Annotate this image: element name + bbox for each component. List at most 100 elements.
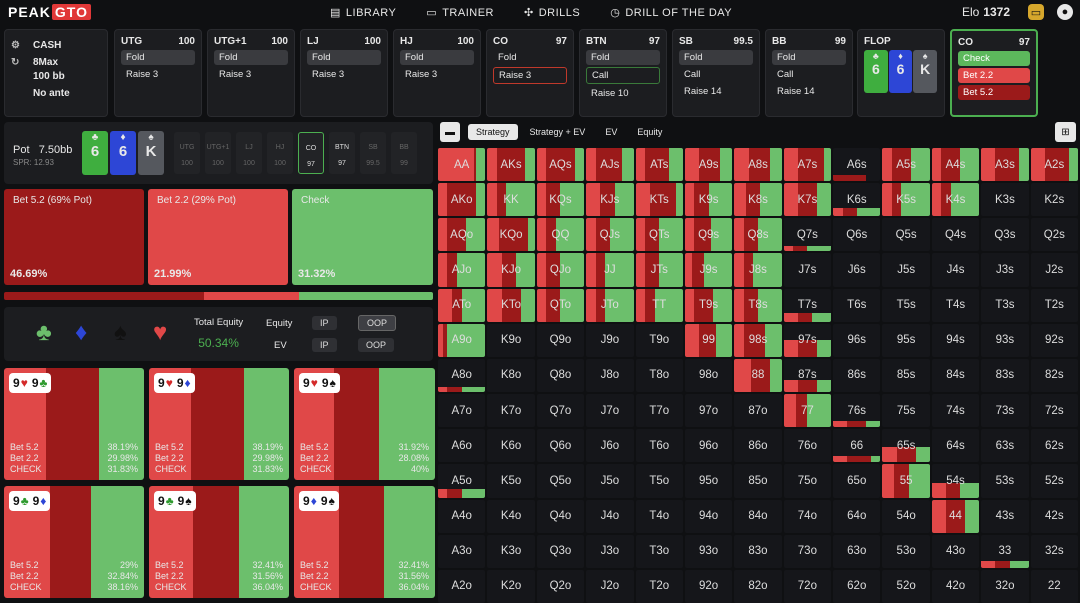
- hand-cell[interactable]: 44: [931, 499, 980, 533]
- hand-cell[interactable]: K2s: [1030, 183, 1078, 217]
- hand-cell[interactable]: K8s: [734, 183, 782, 217]
- hand-cell[interactable]: Q3s: [981, 218, 1029, 252]
- hand-cell[interactable]: Q4o: [536, 499, 585, 533]
- hand-cell[interactable]: A7o: [438, 394, 486, 428]
- hand-cell[interactable]: A5s: [882, 148, 930, 182]
- hand-cell[interactable]: Q9s: [684, 218, 733, 252]
- ev-ip-button[interactable]: IP: [312, 338, 337, 352]
- hand-cell[interactable]: 97o: [684, 394, 733, 428]
- action-option[interactable]: Fold: [121, 50, 195, 65]
- action-option[interactable]: Fold: [772, 50, 846, 65]
- hand-cell[interactable]: QJo: [536, 253, 585, 287]
- action-option[interactable]: Fold: [498, 52, 517, 63]
- hand-cell[interactable]: T4o: [635, 499, 683, 533]
- hand-cell[interactable]: J8o: [586, 358, 634, 393]
- hand-cell[interactable]: 96o: [684, 429, 733, 463]
- hand-cell[interactable]: A3o: [438, 534, 486, 568]
- hand-cell[interactable]: AQo: [438, 218, 486, 252]
- hand-cell[interactable]: K7o: [487, 394, 535, 428]
- action-option[interactable]: Fold: [400, 50, 474, 65]
- hand-cell[interactable]: JTs: [635, 253, 683, 287]
- hand-cell[interactable]: K9o: [487, 323, 535, 357]
- hand-cell[interactable]: 95o: [684, 464, 733, 498]
- hand-cell[interactable]: 92s: [1030, 323, 1078, 357]
- hand-cell[interactable]: A2o: [438, 569, 486, 603]
- hand-cell[interactable]: A8o: [438, 358, 486, 393]
- hand-cell[interactable]: 86s: [833, 358, 881, 393]
- hand-cell[interactable]: 94o: [684, 499, 733, 533]
- current-position-card[interactable]: CO 97 Check Bet 2.2 Bet 5.2: [950, 29, 1038, 117]
- hand-cell[interactable]: A7s: [783, 148, 832, 182]
- position-card-btn[interactable]: BTN 97 Fold Call Raise 10: [579, 29, 667, 117]
- hand-cell[interactable]: QTs: [635, 218, 683, 252]
- tab-equity[interactable]: Equity: [637, 127, 663, 137]
- seat-utg-plus-1[interactable]: UTG+1 100: [205, 132, 231, 174]
- hand-cell[interactable]: Q4s: [931, 218, 980, 252]
- peakgto-logo[interactable]: PEAK GTO: [8, 4, 91, 20]
- hand-cell[interactable]: 66: [833, 429, 881, 463]
- hand-cell[interactable]: T3o: [635, 534, 683, 568]
- position-card-co[interactable]: CO 97 Fold Raise 3: [486, 29, 574, 117]
- hand-cell[interactable]: T9s: [684, 288, 733, 322]
- hand-cell[interactable]: 32o: [981, 569, 1029, 603]
- current-action-check[interactable]: Check: [958, 51, 1030, 66]
- hand-cell[interactable]: Q7s: [783, 218, 832, 252]
- equity-oop-button[interactable]: OOP: [358, 315, 397, 331]
- hand-cell[interactable]: 72s: [1030, 394, 1078, 428]
- hand-cell[interactable]: 86o: [734, 429, 782, 463]
- hand-cell[interactable]: KQo: [487, 218, 535, 252]
- action-option[interactable]: Fold: [307, 50, 381, 65]
- action-check[interactable]: Check 31.32%: [292, 189, 433, 285]
- hand-cell[interactable]: 83o: [734, 534, 782, 568]
- hand-cell[interactable]: J6s: [833, 253, 881, 287]
- hand-cell[interactable]: 98o: [684, 358, 733, 393]
- hand-cell[interactable]: K5s: [882, 183, 930, 217]
- hand-cell[interactable]: K3o: [487, 534, 535, 568]
- hand-cell[interactable]: AJo: [438, 253, 486, 287]
- hand-cell[interactable]: A5o: [438, 464, 486, 498]
- chat-icon[interactable]: ▭: [1028, 4, 1044, 20]
- action-option[interactable]: Raise 3: [126, 69, 159, 80]
- hand-cell[interactable]: 42o: [931, 569, 980, 603]
- hand-cell[interactable]: 63o: [833, 534, 881, 568]
- hand-cell[interactable]: 82o: [734, 569, 782, 603]
- hand-cell[interactable]: 84o: [734, 499, 782, 533]
- combo-card[interactable]: 9 ♣ 9 ♠ Bet 5.2 32.41% Bet 2.2 31.56% CHECK 36.04…: [149, 486, 289, 598]
- hand-cell[interactable]: AQs: [536, 148, 585, 182]
- hand-cell[interactable]: TT: [635, 288, 683, 322]
- hand-cell[interactable]: K8o: [487, 358, 535, 393]
- seat-sb[interactable]: SB 99.5: [360, 132, 386, 174]
- hand-cell[interactable]: 75s: [882, 394, 930, 428]
- hand-cell[interactable]: 54o: [882, 499, 930, 533]
- hand-cell[interactable]: 33: [981, 534, 1029, 568]
- action-option[interactable]: Raise 3: [405, 69, 438, 80]
- flop-card[interactable]: FLOP ♣ 6 ♦ 6 ♠ K: [857, 29, 945, 117]
- hand-cell[interactable]: 43s: [981, 499, 1029, 533]
- hand-cell[interactable]: J7o: [586, 394, 634, 428]
- hand-cell[interactable]: 73s: [981, 394, 1029, 428]
- hand-cell[interactable]: KTs: [635, 183, 683, 217]
- hand-cell[interactable]: T7o: [635, 394, 683, 428]
- hand-cell[interactable]: J9s: [684, 253, 733, 287]
- hand-cell[interactable]: J2o: [586, 569, 634, 603]
- hand-cell[interactable]: K7s: [783, 183, 832, 217]
- seat-lj[interactable]: LJ 100: [236, 132, 262, 174]
- hand-cell[interactable]: T2s: [1030, 288, 1078, 322]
- hand-cell[interactable]: T3s: [981, 288, 1029, 322]
- hand-cell[interactable]: KJs: [586, 183, 634, 217]
- tab-strategy[interactable]: Strategy: [468, 124, 518, 140]
- tab-ev[interactable]: EV: [605, 127, 618, 137]
- hand-cell[interactable]: 98s: [734, 323, 782, 357]
- hand-cell[interactable]: A9s: [684, 148, 733, 182]
- seat-utg[interactable]: UTG 100: [174, 132, 200, 174]
- hand-cell[interactable]: A6s: [833, 148, 881, 182]
- hand-cell[interactable]: J2s: [1030, 253, 1078, 287]
- position-card-hj[interactable]: HJ 100 Fold Raise 3: [393, 29, 481, 117]
- hand-cell[interactable]: K6o: [487, 429, 535, 463]
- hand-cell[interactable]: K4s: [931, 183, 980, 217]
- hand-cell[interactable]: J3o: [586, 534, 634, 568]
- hand-cell[interactable]: J6o: [586, 429, 634, 463]
- action-option[interactable]: Raise 3: [312, 69, 345, 80]
- action-option[interactable]: Call: [777, 69, 794, 80]
- hand-cell[interactable]: 88: [734, 358, 782, 393]
